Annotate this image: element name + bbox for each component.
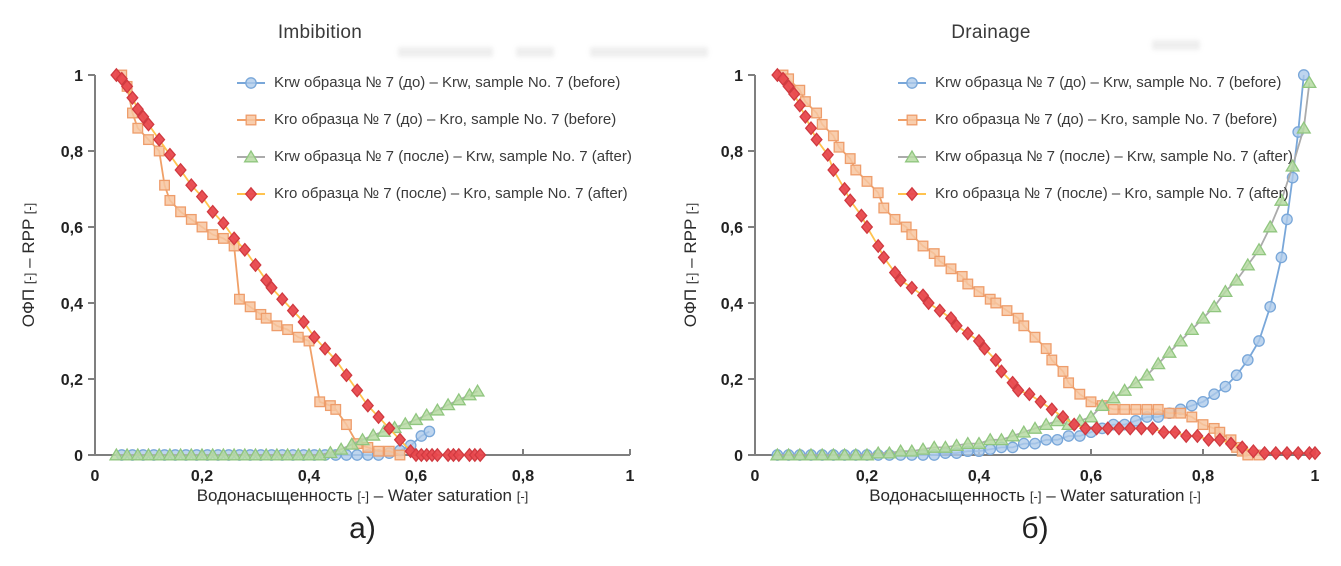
legend-label: Krw образца № 7 (до) – Krw, sample No. 7… <box>935 74 1282 91</box>
subfigure-caption: б) <box>1021 512 1049 545</box>
legend-label: Kro образца № 7 (до) – Kro, sample No. 7… <box>935 111 1278 128</box>
svg-text:0,6: 0,6 <box>405 468 427 485</box>
chart-panel-imbibition: Imbibition ОФП [-] – RPP [-] 0 0,2 0,4 0,6 0… <box>19 22 635 545</box>
legend-item: Krw образца № 7 (после) – Krw, sample No… <box>236 138 632 175</box>
chart-title: Imbibition <box>277 22 363 43</box>
legend-label: Krw образца № 7 (после) – Krw, sample No… <box>274 148 632 165</box>
legend-item: Kro образца № 7 (после) – Kro, sample No… <box>897 175 1293 212</box>
imbibition-plot: 0 0,2 0,4 0,6 0,8 1 0 0,2 0,4 0,6 0,8 1 <box>61 67 635 485</box>
ghost-text-artifact <box>1152 40 1200 50</box>
svg-text:0,2: 0,2 <box>191 468 213 485</box>
ghost-text-artifact <box>516 47 554 57</box>
legend-label: Kro образца № 7 (до) – Kro, sample No. 7… <box>274 111 617 128</box>
legend: Krw образца № 7 (до) – Krw, sample No. 7… <box>236 64 632 212</box>
series-krw-after <box>108 383 486 461</box>
svg-text:0,8: 0,8 <box>1192 468 1214 485</box>
svg-text:0,8: 0,8 <box>61 144 83 161</box>
y-axis-label: ОФП [-] – RPP [-] <box>19 202 38 328</box>
svg-text:1: 1 <box>626 468 635 485</box>
y-axis-label: ОФП [-] – RPP [-] <box>681 202 700 328</box>
x-axis-label: Водонасыщенность [-] – Water saturation … <box>196 486 529 505</box>
legend-label: Kro образца № 7 (после) – Kro, sample No… <box>935 185 1289 202</box>
legend-square-icon <box>898 114 926 125</box>
legend-label: Krw образца № 7 (после) – Krw, sample No… <box>935 148 1293 165</box>
legend-item: Kro образца № 7 (до) – Kro, sample No. 7… <box>236 101 632 138</box>
series-kro-after <box>771 67 1322 461</box>
legend-label: Krw образца № 7 (до) – Krw, sample No. 7… <box>274 74 621 91</box>
series-kro-after <box>110 67 487 463</box>
svg-text:0,6: 0,6 <box>721 220 743 237</box>
svg-text:0: 0 <box>74 448 83 465</box>
svg-text:0,8: 0,8 <box>721 144 743 161</box>
legend-item: Kro образца № 7 (после) – Kro, sample No… <box>236 175 632 212</box>
legend-square-icon <box>237 114 265 125</box>
legend-diamond-icon <box>237 186 265 201</box>
svg-text:0: 0 <box>734 448 743 465</box>
svg-text:0,4: 0,4 <box>721 296 743 313</box>
svg-text:0,4: 0,4 <box>968 468 990 485</box>
legend-circle-icon <box>237 76 265 89</box>
svg-text:0,4: 0,4 <box>298 468 320 485</box>
ghost-text-artifact <box>590 47 708 57</box>
drainage-plot: 0 0,2 0,4 0,6 0,8 1 0 0,2 0,4 0,6 0,8 1 <box>721 67 1322 485</box>
x-axis-label: Водонасыщенность [-] – Water saturation … <box>869 486 1201 505</box>
legend-item: Krw образца № 7 (после) – Krw, sample No… <box>897 138 1293 175</box>
svg-text:0,2: 0,2 <box>61 372 83 389</box>
ghost-text-artifact <box>398 47 493 57</box>
svg-text:0,6: 0,6 <box>61 220 83 237</box>
legend-triangle-icon <box>237 149 265 162</box>
subfigure-caption: а) <box>349 512 376 545</box>
svg-text:1: 1 <box>74 68 83 85</box>
legend-item: Krw образца № 7 (до) – Krw, sample No. 7… <box>236 64 632 101</box>
svg-text:0,2: 0,2 <box>721 372 743 389</box>
svg-text:0,8: 0,8 <box>512 468 534 485</box>
tick-labels: 0 0,2 0,4 0,6 0,8 1 0 0,2 0,4 0,6 0,8 1 <box>721 68 1320 485</box>
svg-text:1: 1 <box>1311 468 1320 485</box>
legend-diamond-icon <box>898 186 926 201</box>
legend-circle-icon <box>898 76 926 89</box>
legend-label: Kro образца № 7 (после) – Kro, sample No… <box>274 185 628 202</box>
series-krw-after <box>769 75 1317 461</box>
svg-text:0: 0 <box>91 468 100 485</box>
chart-title: Drainage <box>951 22 1031 43</box>
legend-triangle-icon <box>898 149 926 162</box>
series-kro-before <box>116 69 406 461</box>
svg-text:0,4: 0,4 <box>61 296 83 313</box>
legend-item: Krw образца № 7 (до) – Krw, sample No. 7… <box>897 64 1293 101</box>
svg-text:0,6: 0,6 <box>1080 468 1102 485</box>
legend-item: Kro образца № 7 (до) – Kro, sample No. 7… <box>897 101 1293 138</box>
legend: Krw образца № 7 (до) – Krw, sample No. 7… <box>897 64 1293 212</box>
svg-text:0: 0 <box>751 468 760 485</box>
svg-text:0,2: 0,2 <box>856 468 878 485</box>
chart-panel-drainage: Drainage ОФП [-] – RPP [-] 0 0,2 0,4 0,6 0,8… <box>671 0 1341 566</box>
svg-text:1: 1 <box>734 68 743 85</box>
tick-labels: 0 0,2 0,4 0,6 0,8 1 0 0,2 0,4 0,6 0,8 1 <box>61 68 635 485</box>
